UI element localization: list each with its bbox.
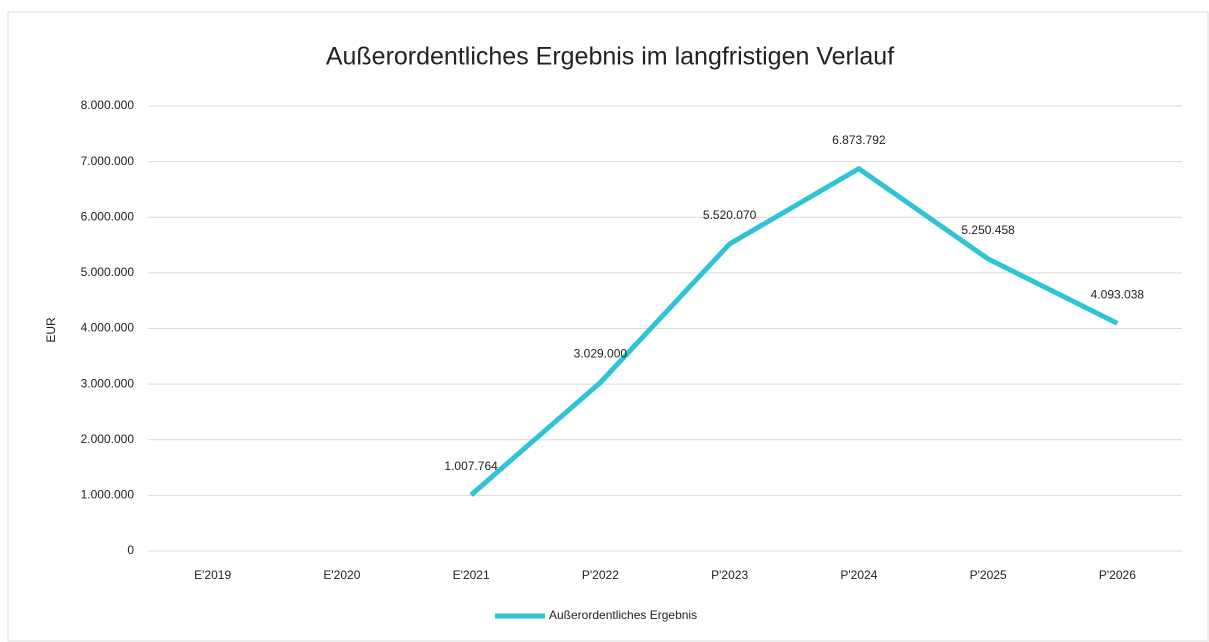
data-line — [469, 166, 1119, 497]
y-tick-label: 2.000.000 — [81, 432, 135, 446]
legend-label: Außerordentliches Ergebnis — [549, 608, 697, 622]
y-tick-label: 7.000.000 — [81, 154, 135, 168]
y-tick-label: 5.000.000 — [81, 265, 135, 279]
x-tick-label: E'2021 — [453, 568, 490, 582]
y-tick-label: 0 — [127, 543, 134, 557]
data-label: 3.029.000 — [574, 347, 628, 361]
data-label: 1.007.764 — [444, 459, 498, 473]
y-tick-label: 3.000.000 — [81, 376, 135, 390]
x-tick-label: P'2025 — [970, 568, 1007, 582]
data-label: 5.520.070 — [703, 208, 757, 222]
data-label: 5.250.458 — [961, 223, 1015, 237]
y-tick-label: 1.000.000 — [81, 488, 135, 502]
y-tick-label: 8.000.000 — [81, 98, 135, 112]
chart-border — [7, 11, 1209, 642]
y-axis-label: EUR — [44, 317, 58, 343]
data-label: 6.873.792 — [832, 133, 886, 147]
x-tick-label: P'2024 — [840, 568, 877, 582]
chart-title: Außerordentliches Ergebnis im langfristi… — [326, 43, 894, 71]
x-tick-label: E'2019 — [194, 568, 231, 582]
x-tick-label: E'2020 — [323, 568, 360, 582]
y-tick-label: 6.000.000 — [81, 209, 135, 223]
y-tick-label: 4.000.000 — [81, 321, 135, 335]
data-label: 4.093.038 — [1091, 287, 1145, 301]
x-tick-label: P'2026 — [1099, 568, 1136, 582]
x-tick-label: P'2023 — [711, 568, 748, 582]
x-tick-label: P'2022 — [582, 568, 619, 582]
